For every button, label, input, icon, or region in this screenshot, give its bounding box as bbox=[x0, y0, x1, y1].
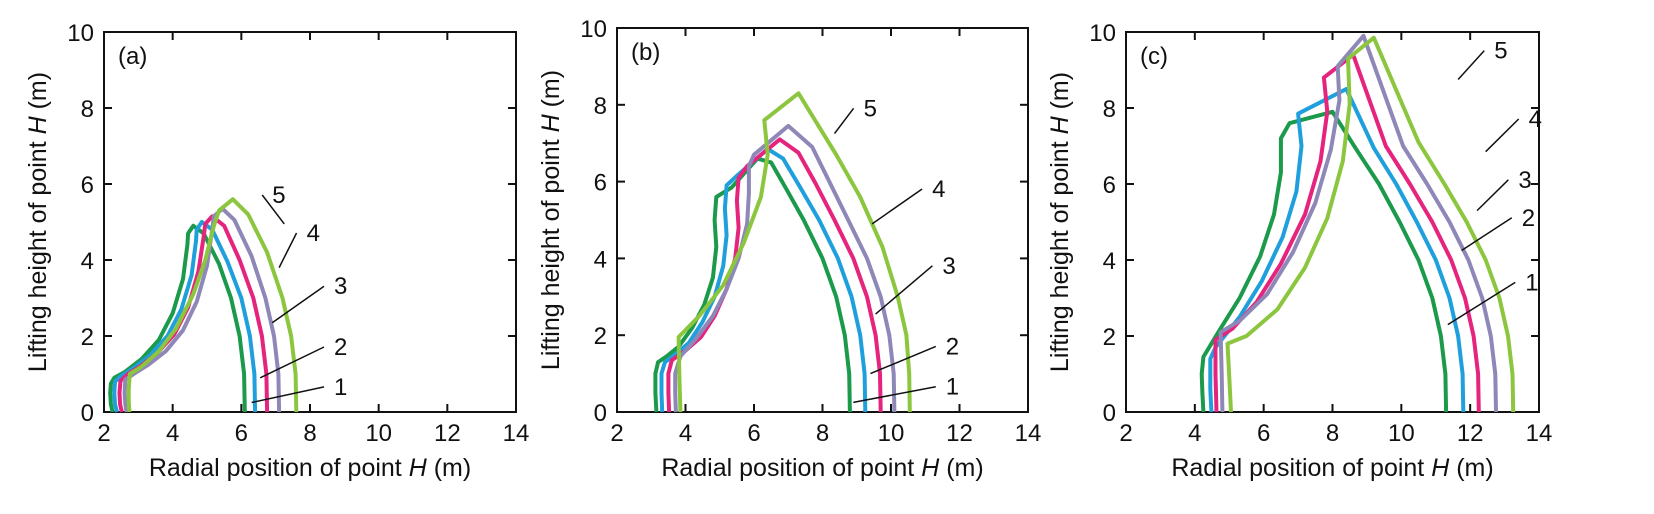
curve-number-label: 2 bbox=[946, 333, 959, 360]
curve-leader-line bbox=[1476, 179, 1509, 212]
y-tick-label: 2 bbox=[1103, 324, 1116, 351]
curve-number-label: 4 bbox=[932, 176, 945, 203]
y-axis-label: Lifting height of point H (m) bbox=[24, 72, 52, 372]
curve-leader-line bbox=[251, 386, 325, 404]
y-tick-label: 6 bbox=[81, 172, 94, 199]
x-tick-label: 10 bbox=[878, 420, 905, 447]
y-tick-label: 8 bbox=[1103, 96, 1116, 123]
curve-leader-line bbox=[1485, 118, 1520, 153]
x-tick-label: 6 bbox=[1257, 420, 1270, 447]
panel-label: (a) bbox=[118, 43, 147, 70]
y-tick-label: 10 bbox=[67, 20, 94, 47]
panel-label: (b) bbox=[631, 39, 660, 66]
curve-leader-line bbox=[833, 107, 855, 135]
curve-number-label: 4 bbox=[307, 220, 320, 247]
y-tick-label: 0 bbox=[81, 400, 94, 427]
curve-leader-line bbox=[271, 285, 325, 324]
x-tick-label: 2 bbox=[1119, 420, 1132, 447]
series-4-line bbox=[673, 123, 897, 413]
curve-number-label: 5 bbox=[864, 95, 877, 122]
curve-number-label: 5 bbox=[272, 182, 285, 209]
x-tick-label: 10 bbox=[365, 420, 392, 447]
series-1-line bbox=[1199, 109, 1449, 413]
curve-number-label: 3 bbox=[942, 253, 955, 280]
series-5-line bbox=[676, 91, 912, 413]
y-tick-label: 4 bbox=[594, 246, 607, 273]
series-1-line bbox=[653, 156, 852, 413]
y-tick-label: 4 bbox=[81, 248, 94, 275]
x-tick-label: 14 bbox=[1015, 420, 1042, 447]
y-tick-label: 10 bbox=[1089, 20, 1116, 47]
curve-number-label: 2 bbox=[334, 334, 347, 361]
curve-leader-line bbox=[278, 232, 298, 268]
x-tick-label: 10 bbox=[1388, 420, 1415, 447]
curve-number-label: 5 bbox=[1494, 38, 1507, 65]
curve-number-label: 1 bbox=[946, 374, 959, 401]
x-tick-label: 4 bbox=[1188, 420, 1201, 447]
x-tick-label: 14 bbox=[503, 420, 530, 447]
series-1-line bbox=[108, 223, 247, 413]
y-tick-label: 0 bbox=[1103, 400, 1116, 427]
panel-label: (c) bbox=[1140, 43, 1168, 70]
y-axis-label: Lifting height of point H (m) bbox=[537, 70, 565, 370]
curve-leader-line bbox=[870, 345, 937, 375]
x-tick-label: 2 bbox=[97, 420, 110, 447]
x-tick-label: 6 bbox=[747, 420, 760, 447]
series-4-line bbox=[122, 206, 282, 413]
y-tick-label: 2 bbox=[81, 324, 94, 351]
x-tick-label: 12 bbox=[1457, 420, 1484, 447]
curve-number-label: 3 bbox=[1518, 167, 1531, 194]
x-tick-label: 6 bbox=[235, 420, 248, 447]
y-tick-label: 6 bbox=[1103, 172, 1116, 199]
x-tick-label: 14 bbox=[1526, 420, 1553, 447]
curve-leader-line bbox=[259, 346, 325, 379]
curve-leader-line bbox=[261, 194, 285, 225]
curve-number-label: 1 bbox=[334, 374, 347, 401]
y-tick-label: 8 bbox=[81, 96, 94, 123]
x-axis-label: Radial position of point H (m) bbox=[661, 454, 983, 482]
x-tick-label: 4 bbox=[166, 420, 179, 447]
x-tick-label: 4 bbox=[679, 420, 692, 447]
curve-leader-line bbox=[871, 188, 923, 225]
curve-number-label: 3 bbox=[334, 273, 347, 300]
x-tick-label: 12 bbox=[946, 420, 973, 447]
y-tick-label: 4 bbox=[1103, 248, 1116, 275]
y-tick-label: 10 bbox=[580, 16, 607, 43]
y-tick-label: 0 bbox=[594, 400, 607, 427]
series-5-line bbox=[1225, 35, 1516, 413]
x-tick-label: 12 bbox=[434, 420, 461, 447]
y-tick-label: 6 bbox=[594, 170, 607, 197]
y-tick-label: 8 bbox=[594, 93, 607, 120]
curve-leader-line bbox=[1447, 281, 1516, 326]
series-5-line bbox=[126, 197, 299, 413]
curve-number-label: 1 bbox=[1525, 269, 1538, 296]
curve-number-label: 4 bbox=[1529, 106, 1542, 133]
x-tick-label: 2 bbox=[610, 420, 623, 447]
series-4-line bbox=[1218, 33, 1498, 413]
x-tick-label: 8 bbox=[303, 420, 316, 447]
x-axis-label: Radial position of point H (m) bbox=[1171, 454, 1493, 482]
x-axis-label: Radial position of point H (m) bbox=[149, 454, 471, 482]
curve-leader-line bbox=[1461, 217, 1513, 252]
series-2-line bbox=[1208, 87, 1466, 413]
curve-leader-line bbox=[875, 265, 933, 315]
series-2-line bbox=[112, 220, 258, 413]
series-2-line bbox=[659, 147, 868, 413]
curve-number-label: 2 bbox=[1522, 205, 1535, 232]
series-3-line bbox=[1213, 52, 1481, 413]
x-tick-label: 8 bbox=[1326, 420, 1339, 447]
x-tick-label: 8 bbox=[816, 420, 829, 447]
y-tick-label: 2 bbox=[594, 323, 607, 350]
curve-leader-line bbox=[1457, 50, 1485, 81]
series-3-line bbox=[117, 214, 270, 413]
curve-leader-line bbox=[853, 385, 936, 404]
y-axis-label: Lifting height of point H (m) bbox=[1046, 72, 1074, 372]
